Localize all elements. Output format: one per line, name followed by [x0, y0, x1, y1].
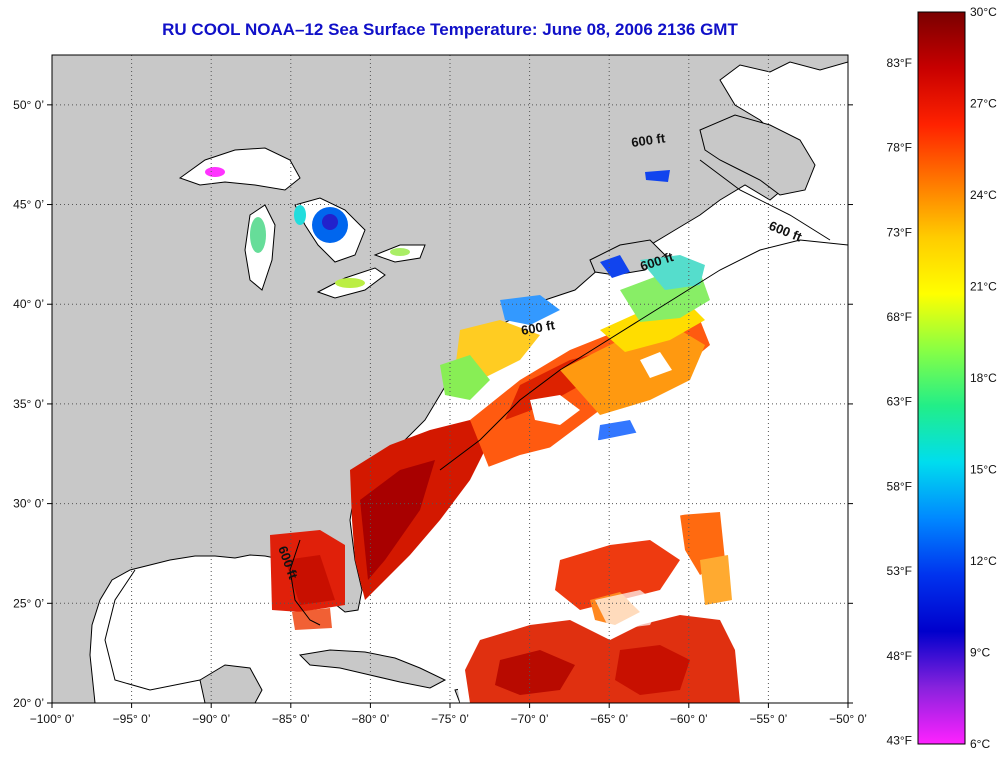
longitude-tick-label: −50° 0’ [829, 712, 867, 726]
longitude-axis: −100° 0’ −95° 0’ −90° 0’ −85° 0’ −80° 0’ −75°… [30, 703, 867, 726]
longitude-tick-label: −60° 0’ [670, 712, 708, 726]
contour-label-600ft: 600 ft [630, 130, 666, 150]
colorbar-celsius-label: 27°C [970, 97, 997, 111]
colorbar-fahrenheit-label: 73°F [887, 225, 912, 239]
colorbar [917, 11, 966, 745]
colorbar-celsius-label: 21°C [970, 280, 997, 294]
colorbar-fahrenheit-label: 83°F [887, 56, 912, 70]
colorbar-celsius-label: 30°C [970, 5, 997, 19]
colorbar-labels: 30°C 27°C 24°C 21°C 18°C 15°C 12°C 9°C 6°C 83°F 78… [887, 5, 998, 751]
lake-superior [178, 147, 301, 191]
colorbar-fahrenheit-label: 53°F [887, 564, 912, 578]
colorbar-celsius-label: 6°C [970, 737, 990, 751]
colorbar-fahrenheit-label: 63°F [887, 395, 912, 409]
depth-contour-lines [104, 159, 848, 691]
sst-data-swath [270, 170, 745, 703]
longitude-tick-label: −65° 0’ [590, 712, 628, 726]
latitude-tick-label: 30° 0’ [13, 497, 44, 511]
latitude-tick-label: 25° 0’ [13, 596, 44, 610]
colorbar-celsius-label: 15°C [970, 463, 997, 477]
colorbar-celsius-label: 9°C [970, 646, 990, 660]
latitude-tick-label: 40° 0’ [13, 297, 44, 311]
longitude-tick-label: −70° 0’ [511, 712, 549, 726]
contour-label-600ft: 600 ft [520, 317, 557, 338]
longitude-tick-label: −100° 0’ [30, 712, 75, 726]
colorbar-celsius-label: 12°C [970, 554, 997, 568]
colorbar-fahrenheit-label: 68°F [887, 310, 912, 324]
longitude-tick-label: −80° 0’ [351, 712, 389, 726]
lake-sst-patches [205, 167, 410, 288]
latitude-tick-label: 50° 0’ [13, 98, 44, 112]
latitude-tick-label: 35° 0’ [13, 397, 44, 411]
longitude-tick-label: −90° 0’ [192, 712, 230, 726]
colorbar-fahrenheit-label: 48°F [887, 649, 912, 663]
latitude-tick-label: 45° 0’ [13, 198, 44, 212]
colorbar-fahrenheit-label: 43°F [887, 734, 912, 748]
land-cuba [298, 649, 447, 689]
latitude-tick-label: 20° 0’ [13, 696, 44, 710]
longitude-tick-label: −85° 0’ [272, 712, 310, 726]
land-newfoundland [699, 114, 816, 196]
colorbar-celsius-label: 18°C [970, 371, 997, 385]
longitude-tick-label: −95° 0’ [113, 712, 151, 726]
colorbar-fahrenheit-label: 78°F [887, 141, 912, 155]
colorbar-fahrenheit-label: 58°F [887, 479, 912, 493]
latitude-axis: 20° 0’ 25° 0’ 30° 0’ 35° 0’ 40° 0’ 45° 0’ 50° … [13, 98, 853, 710]
land-yucatan [199, 664, 263, 703]
map-title: RU COOL NOAA–12 Sea Surface Temperature:… [162, 20, 738, 39]
longitude-tick-label: −75° 0’ [431, 712, 469, 726]
map-gridlines [52, 55, 848, 703]
colorbar-celsius-label: 24°C [970, 188, 997, 202]
longitude-tick-label: −55° 0’ [749, 712, 787, 726]
